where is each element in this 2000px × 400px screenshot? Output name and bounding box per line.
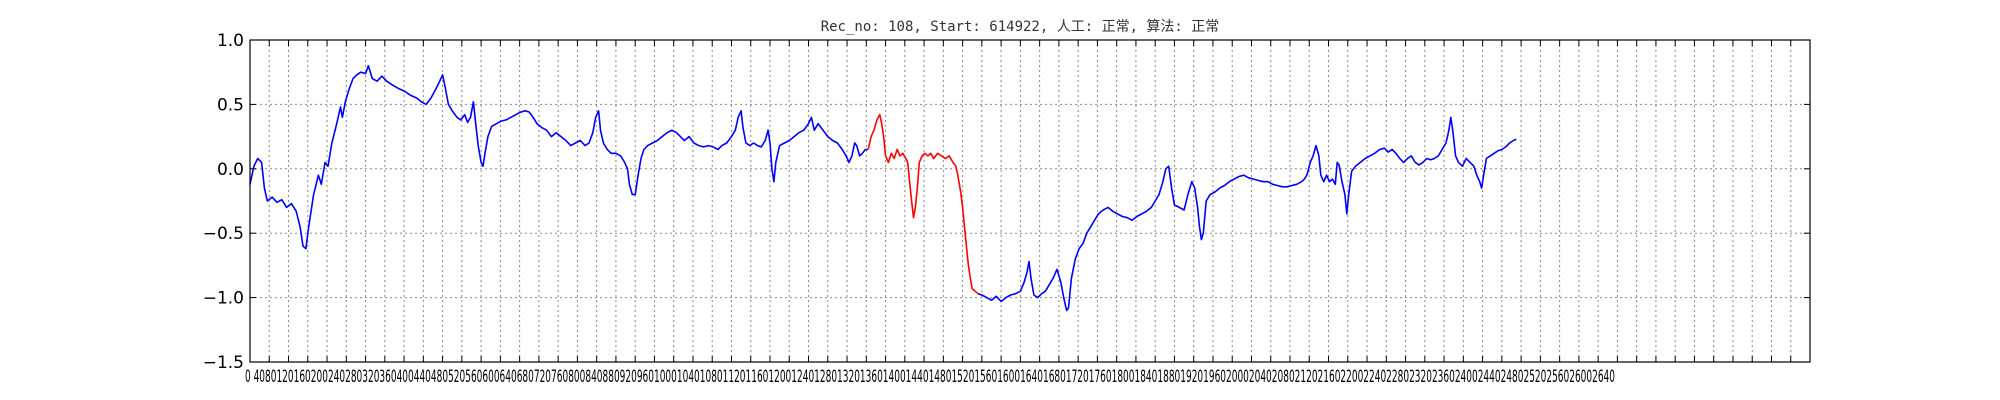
y-tick-label: 1.0: [217, 31, 244, 51]
chart-title: Rec_no: 108, Start: 614922, 人工: 正常, 算法: …: [821, 19, 1220, 35]
x-tick-labels: 0 40801201602002402803203604004404805205…: [245, 367, 1615, 387]
plot-lines: [249, 65, 1517, 312]
y-tick-label: −0.5: [203, 224, 244, 244]
y-tick-label: 0.5: [217, 95, 244, 115]
series-line-before: [249, 65, 869, 250]
grid: [250, 40, 1810, 362]
x-axis: 0 40801201602002402803203604004404805205…: [245, 40, 1811, 387]
series-line-highlight: [867, 113, 979, 295]
y-tick-label: 0.0: [217, 160, 244, 180]
plot-frame: [249, 39, 1811, 363]
y-tick-label: −1.5: [203, 353, 244, 373]
y-tick-label: −1.0: [203, 289, 244, 309]
series-line-after: [977, 116, 1517, 312]
y-axis: 1.0 0.5 0.0 −0.5 −1.0 −1.5: [203, 31, 1810, 373]
